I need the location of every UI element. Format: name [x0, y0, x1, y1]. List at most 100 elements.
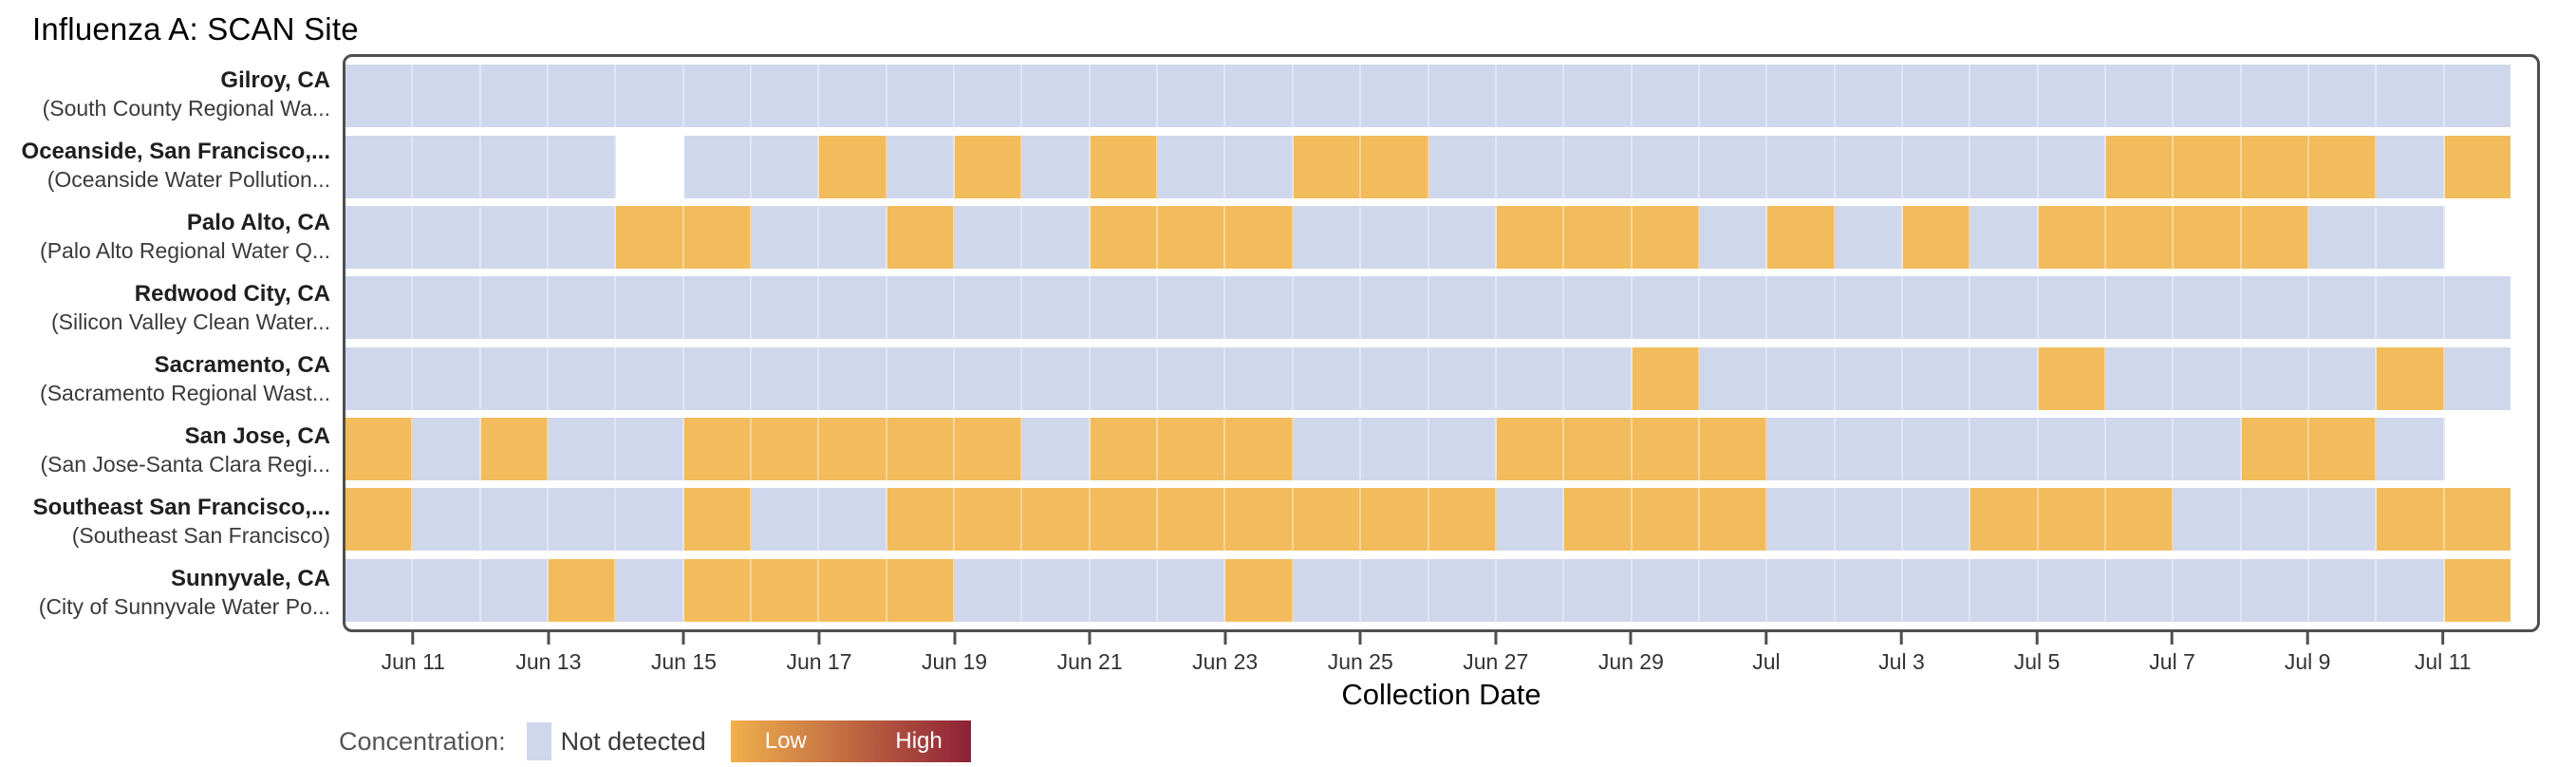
heatmap-cell-not-detected[interactable] [2241, 65, 2309, 128]
heatmap-cell-not-detected[interactable] [549, 346, 617, 410]
heatmap-cell-not-detected[interactable] [819, 65, 887, 128]
heatmap-cell-not-detected[interactable] [616, 276, 684, 340]
heatmap-cell-not-detected[interactable] [819, 205, 887, 269]
heatmap-cell-not-detected[interactable] [1564, 65, 1633, 128]
heatmap-cell-detected[interactable] [1225, 558, 1294, 622]
heatmap-cell-not-detected[interactable] [2241, 558, 2309, 622]
heatmap-cell-not-detected[interactable] [2308, 205, 2378, 269]
heatmap-cell-not-detected[interactable] [1699, 135, 1768, 198]
heatmap-cell-not-detected[interactable] [2444, 276, 2511, 340]
heatmap-cell-not-detected[interactable] [752, 135, 820, 198]
heatmap-cell-missing[interactable] [616, 136, 683, 198]
heatmap-cell-not-detected[interactable] [480, 558, 550, 622]
heatmap-cell-not-detected[interactable] [549, 276, 617, 340]
heatmap-cell-not-detected[interactable] [1632, 276, 1700, 340]
heatmap-cell-not-detected[interactable] [1293, 205, 1362, 269]
heatmap-cell-detected[interactable] [683, 417, 753, 480]
heatmap-cell-not-detected[interactable] [1835, 488, 1903, 552]
heatmap-cell-not-detected[interactable] [2105, 65, 2175, 128]
heatmap-cell-not-detected[interactable] [2174, 346, 2242, 410]
heatmap-cell-not-detected[interactable] [1496, 488, 1565, 552]
heatmap-cell-not-detected[interactable] [2308, 65, 2378, 128]
heatmap-cell-not-detected[interactable] [2174, 558, 2242, 622]
heatmap-cell-detected[interactable] [1158, 205, 1226, 269]
heatmap-cell-not-detected[interactable] [1902, 417, 1971, 480]
heatmap-cell-not-detected[interactable] [1293, 417, 1362, 480]
heatmap-cell-detected[interactable] [955, 417, 1023, 480]
heatmap-cell-not-detected[interactable] [1428, 205, 1497, 269]
heatmap-cell-detected[interactable] [1699, 417, 1768, 480]
heatmap-cell-detected[interactable] [1632, 417, 1700, 480]
heatmap-cell-not-detected[interactable] [1632, 135, 1700, 198]
heatmap-cell-detected[interactable] [2444, 558, 2511, 622]
heatmap-cell-not-detected[interactable] [1564, 558, 1633, 622]
heatmap-cell-not-detected[interactable] [1970, 558, 2039, 622]
heatmap-cell-detected[interactable] [887, 417, 956, 480]
heatmap-cell-detected[interactable] [2241, 135, 2309, 198]
heatmap-cell-not-detected[interactable] [2038, 65, 2106, 128]
heatmap-cell-not-detected[interactable] [1902, 488, 1971, 552]
heatmap-cell-not-detected[interactable] [1835, 205, 1903, 269]
heatmap-cell-not-detected[interactable] [2377, 135, 2445, 198]
heatmap-cell-not-detected[interactable] [2377, 417, 2445, 480]
heatmap-cell-not-detected[interactable] [752, 346, 820, 410]
heatmap-cell-not-detected[interactable] [1699, 558, 1768, 622]
heatmap-cell-detected[interactable] [480, 417, 550, 480]
heatmap-cell-not-detected[interactable] [1293, 65, 1362, 128]
heatmap-cell-not-detected[interactable] [955, 65, 1023, 128]
heatmap-cell-not-detected[interactable] [1767, 417, 1836, 480]
heatmap-cell-not-detected[interactable] [480, 488, 550, 552]
heatmap-cell-not-detected[interactable] [616, 488, 684, 552]
heatmap-cell-detected[interactable] [1225, 205, 1294, 269]
heatmap-cell-not-detected[interactable] [2174, 276, 2242, 340]
heatmap-cell-not-detected[interactable] [616, 417, 684, 480]
heatmap-cell-not-detected[interactable] [1970, 417, 2039, 480]
heatmap-cell-not-detected[interactable] [1022, 135, 1091, 198]
heatmap-cell-detected[interactable] [683, 205, 753, 269]
heatmap-cell-not-detected[interactable] [1158, 558, 1226, 622]
heatmap-cell-detected[interactable] [2377, 346, 2445, 410]
heatmap-cell-detected[interactable] [2174, 205, 2242, 269]
heatmap-cell-not-detected[interactable] [1090, 346, 1159, 410]
heatmap-cell-not-detected[interactable] [683, 276, 753, 340]
heatmap-cell-not-detected[interactable] [1090, 65, 1159, 128]
heatmap-cell-detected[interactable] [2038, 346, 2106, 410]
heatmap-cell-not-detected[interactable] [683, 346, 753, 410]
heatmap-cell-not-detected[interactable] [683, 65, 753, 128]
heatmap-cell-missing[interactable] [2445, 418, 2511, 480]
heatmap-cell-detected[interactable] [1496, 205, 1565, 269]
heatmap-cell-not-detected[interactable] [1361, 417, 1429, 480]
heatmap-cell-not-detected[interactable] [1970, 135, 2039, 198]
heatmap-cell-not-detected[interactable] [1293, 276, 1362, 340]
heatmap-cell-not-detected[interactable] [1970, 346, 2039, 410]
heatmap-cell-not-detected[interactable] [345, 346, 414, 410]
heatmap-cell-not-detected[interactable] [887, 65, 956, 128]
heatmap-cell-not-detected[interactable] [1428, 346, 1497, 410]
heatmap-cell-not-detected[interactable] [2377, 276, 2445, 340]
heatmap-cell-not-detected[interactable] [616, 346, 684, 410]
heatmap-cell-not-detected[interactable] [413, 417, 481, 480]
heatmap-cell-not-detected[interactable] [1022, 205, 1091, 269]
heatmap-cell-not-detected[interactable] [1428, 276, 1497, 340]
heatmap-cell-not-detected[interactable] [2308, 488, 2378, 552]
heatmap-cell-detected[interactable] [1090, 205, 1159, 269]
heatmap-cell-not-detected[interactable] [955, 205, 1023, 269]
heatmap-cell-not-detected[interactable] [2377, 65, 2445, 128]
heatmap-cell-not-detected[interactable] [1496, 65, 1565, 128]
heatmap-cell-not-detected[interactable] [1902, 65, 1971, 128]
heatmap-cell-not-detected[interactable] [1970, 205, 2039, 269]
heatmap-cell-not-detected[interactable] [2174, 417, 2242, 480]
heatmap-cell-not-detected[interactable] [2174, 65, 2242, 128]
heatmap-cell-detected[interactable] [1090, 417, 1159, 480]
heatmap-cell-not-detected[interactable] [1496, 558, 1565, 622]
heatmap-cell-not-detected[interactable] [480, 346, 550, 410]
heatmap-cell-not-detected[interactable] [549, 417, 617, 480]
heatmap-cell-detected[interactable] [2038, 205, 2106, 269]
heatmap-cell-not-detected[interactable] [1225, 135, 1294, 198]
heatmap-cell-detected[interactable] [1428, 488, 1497, 552]
heatmap-cell-not-detected[interactable] [1767, 558, 1836, 622]
heatmap-cell-not-detected[interactable] [1225, 65, 1294, 128]
heatmap-cell-not-detected[interactable] [1632, 558, 1700, 622]
heatmap-cell-not-detected[interactable] [549, 488, 617, 552]
heatmap-cell-not-detected[interactable] [752, 488, 820, 552]
